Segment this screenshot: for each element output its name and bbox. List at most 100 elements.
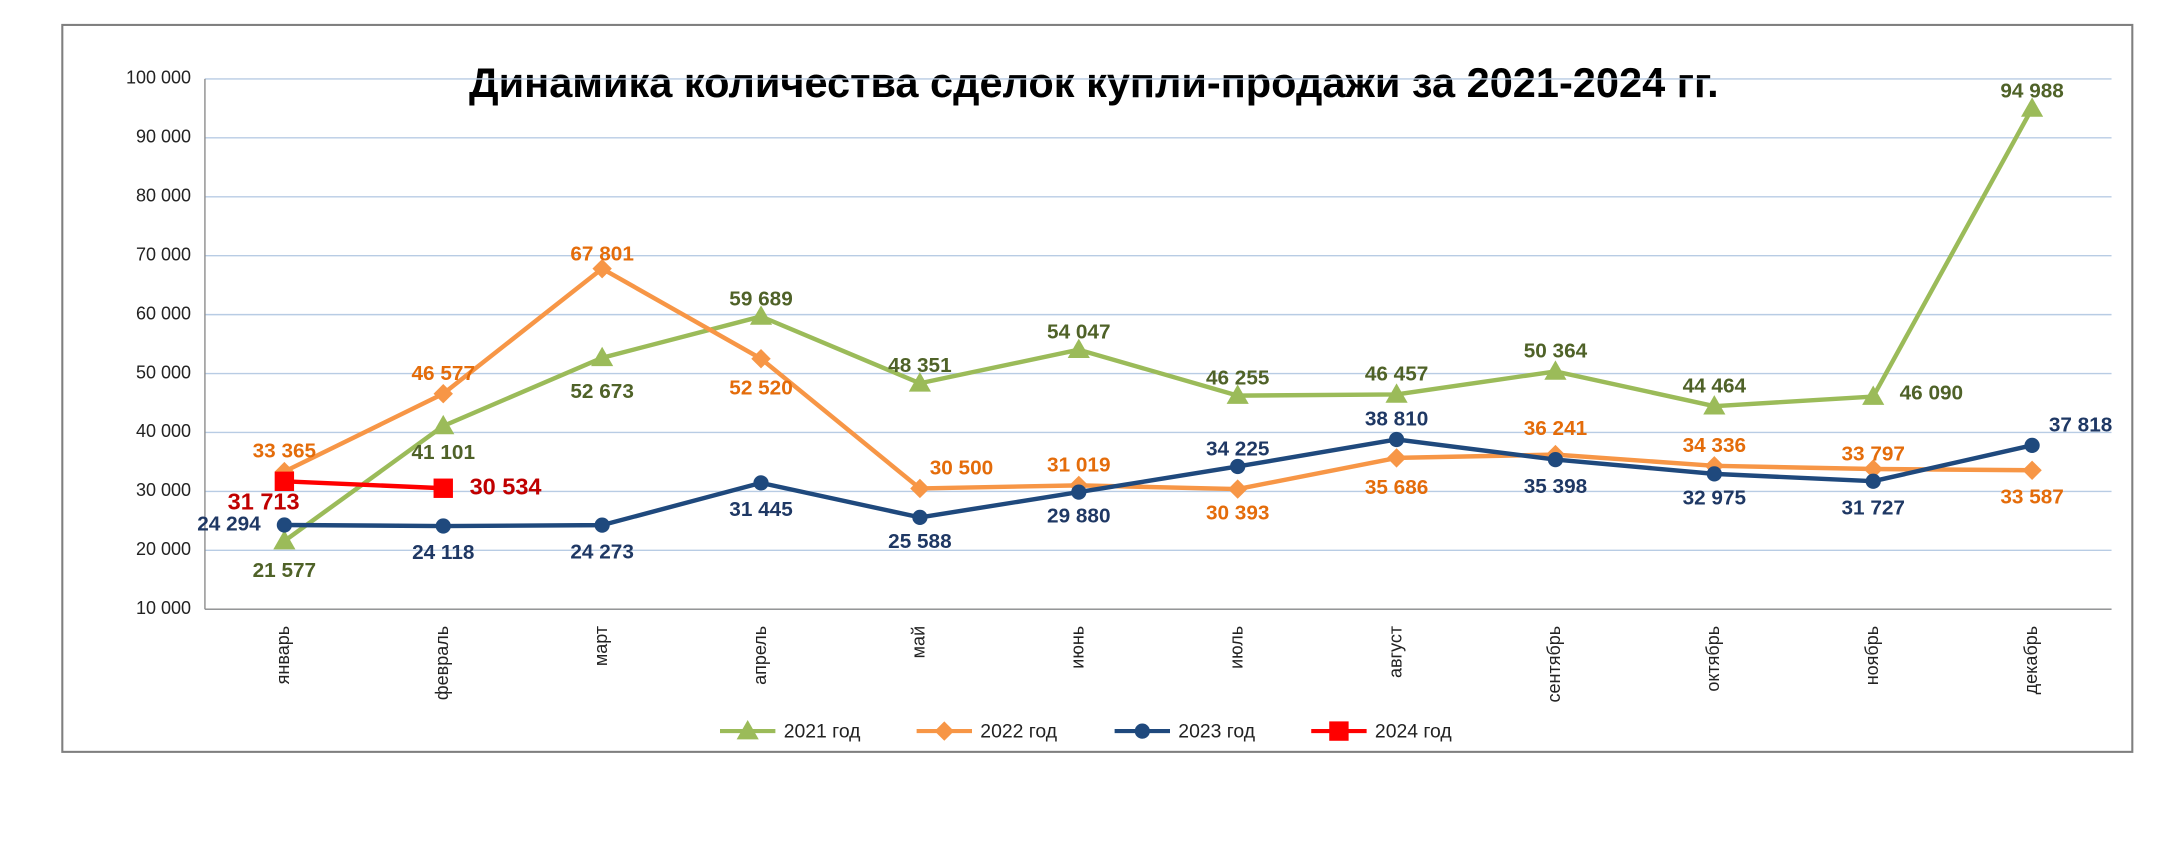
marker — [751, 349, 771, 369]
marker — [1863, 459, 1883, 479]
x-tick-label: июль — [1226, 626, 1246, 669]
data-label: 41 101 — [412, 441, 475, 464]
series-line — [284, 479, 444, 491]
data-label: 48 351 — [888, 354, 951, 377]
data-label: 34 225 — [1206, 437, 1269, 460]
marker — [2022, 460, 2042, 480]
marker — [2021, 97, 2044, 117]
y-tick-label: 10 000 — [136, 598, 191, 618]
marker — [908, 372, 931, 392]
y-tick-label: 100 000 — [126, 68, 191, 88]
data-label: 24 118 — [412, 541, 474, 564]
data-label: 29 880 — [1047, 505, 1110, 528]
series-line — [283, 266, 2033, 492]
y-tick-label: 70 000 — [136, 244, 191, 264]
marker — [1547, 451, 1564, 468]
data-label: 21 577 — [253, 559, 316, 582]
data-label: 54 047 — [1047, 321, 1110, 344]
data-label: 32 975 — [1683, 486, 1746, 509]
data-label: 67 801 — [570, 242, 633, 265]
data-label: 35 398 — [1524, 475, 1587, 498]
marker — [1544, 360, 1567, 380]
data-label: 46 577 — [412, 362, 475, 385]
y-tick-label: 20 000 — [136, 539, 191, 559]
marker — [1862, 385, 1885, 405]
data-label: 52 520 — [729, 377, 792, 400]
marker — [433, 384, 453, 404]
series-line — [284, 437, 2033, 529]
marker — [433, 478, 453, 498]
chart-title: Динамика количества сделок купли-продажи… — [469, 59, 1719, 106]
marker — [274, 471, 295, 491]
x-tick-label: апрель — [750, 626, 770, 685]
data-label: 94 988 — [2000, 79, 2063, 102]
marker — [1226, 384, 1249, 404]
marker — [432, 414, 455, 435]
marker — [592, 258, 612, 279]
marker — [910, 478, 930, 499]
x-tick-label: март — [591, 626, 611, 666]
marker — [1388, 431, 1405, 448]
marker — [912, 509, 928, 526]
marker — [1703, 395, 1726, 415]
marker — [1865, 473, 1881, 489]
data-label: 31 727 — [1841, 496, 1904, 519]
marker — [276, 517, 292, 533]
legend-marker — [1329, 721, 1349, 741]
data-label: 33 587 — [2000, 485, 2063, 508]
x-tick-label: август — [1385, 626, 1405, 678]
data-label: 33 365 — [253, 440, 316, 463]
marker — [1071, 484, 1087, 500]
x-tick-label: июнь — [1068, 626, 1088, 669]
series-line — [283, 107, 2035, 543]
data-label: 44 464 — [1683, 374, 1747, 397]
data-label: 59 689 — [729, 287, 792, 310]
data-label: 36 241 — [1524, 417, 1587, 440]
data-label: 46 090 — [1900, 381, 1963, 404]
y-tick-label: 50 000 — [136, 362, 191, 382]
marker — [1706, 466, 1722, 482]
x-tick-label: май — [909, 626, 929, 658]
data-label: 33 797 — [1841, 443, 1904, 466]
x-tick-label: февраль — [432, 626, 452, 700]
data-label: 25 588 — [888, 530, 951, 553]
marker — [1227, 479, 1248, 499]
data-label: 34 336 — [1683, 434, 1746, 457]
y-tick-label: 90 000 — [136, 127, 191, 147]
chart-border — [61, 23, 2134, 753]
legend-label: 2023 год — [1178, 721, 1255, 743]
y-tick-label: 30 000 — [136, 480, 191, 500]
data-label: 31 445 — [729, 498, 792, 521]
data-label: 31 019 — [1047, 453, 1110, 476]
y-tick-label: 40 000 — [136, 421, 191, 441]
data-label: 31 713 — [228, 489, 300, 515]
marker — [1385, 383, 1408, 403]
legend-marker — [736, 720, 759, 740]
data-label: 24 294 — [197, 512, 261, 535]
y-tick-label: 60 000 — [136, 303, 191, 323]
marker — [435, 518, 451, 534]
marker — [1386, 448, 1407, 468]
marker — [749, 305, 773, 325]
x-tick-label: сентябрь — [1544, 626, 1564, 703]
marker — [1067, 338, 1090, 359]
marker — [594, 517, 610, 533]
marker — [273, 529, 296, 550]
data-label: 50 364 — [1524, 340, 1588, 363]
x-tick-label: январь — [273, 626, 293, 684]
x-tick-label: ноябрь — [1862, 626, 1882, 685]
legend-marker — [934, 721, 954, 741]
x-tick-label: октябрь — [1703, 626, 1723, 692]
data-label: 46 457 — [1365, 363, 1428, 386]
data-label: 30 500 — [930, 457, 993, 480]
legend-label: 2021 год — [784, 721, 861, 743]
marker — [591, 346, 614, 367]
legend-marker — [1134, 723, 1150, 739]
x-tick-label: декабрь — [2021, 626, 2041, 694]
data-label: 46 255 — [1206, 366, 1269, 389]
data-label: 24 273 — [570, 540, 633, 563]
data-label: 30 534 — [470, 473, 542, 499]
y-tick-label: 80 000 — [136, 186, 191, 206]
